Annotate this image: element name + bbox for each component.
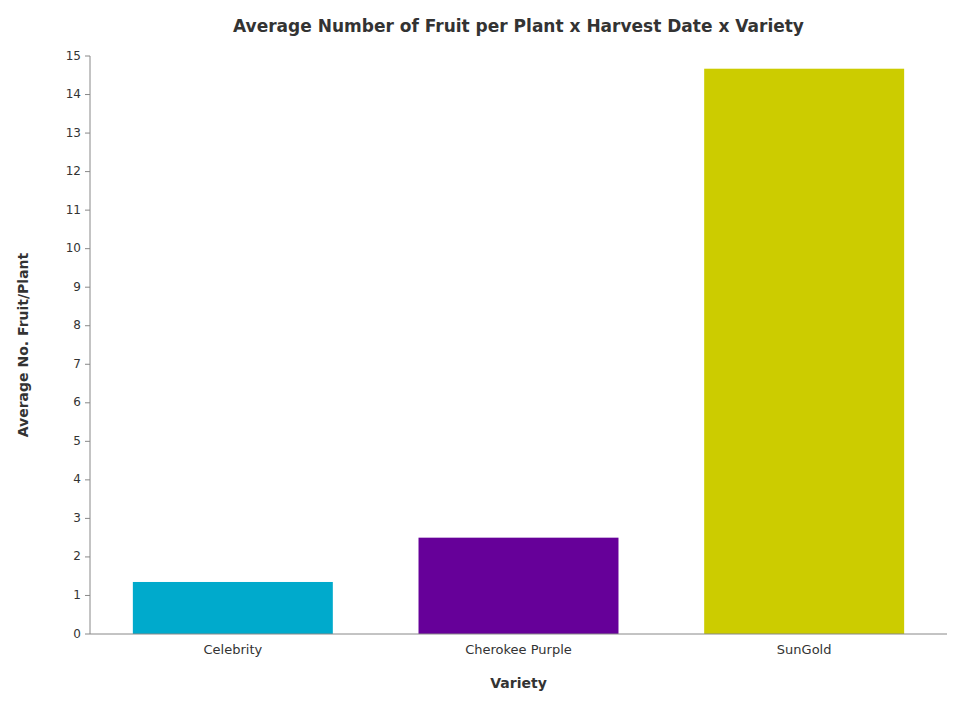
tick-mark [85, 56, 90, 57]
y-axis-title: Average No. Fruit/Plant [15, 252, 31, 437]
bar [704, 69, 904, 634]
tick-mark [85, 556, 90, 557]
tick-mark [85, 171, 90, 172]
x-axis: Celebrity Cherokee Purple SunGold [203, 642, 831, 657]
bar [133, 582, 333, 634]
tick-label: 5 [73, 434, 81, 448]
tick-mark [85, 518, 90, 519]
tick-mark [85, 634, 90, 635]
tick-label: 12 [66, 164, 81, 178]
bar [419, 538, 619, 634]
tick-mark [85, 287, 90, 288]
chart-container: 0123456789101112131415CelebrityCherokee … [0, 0, 977, 712]
tick-mark [85, 402, 90, 403]
title: Average Number of Fruit per Plant x Harv… [233, 16, 804, 36]
tick-label: 4 [73, 472, 81, 486]
category-label: Celebrity [203, 642, 262, 657]
tick-label: 7 [73, 357, 81, 371]
category-label: Cherokee Purple [465, 642, 572, 657]
category-label: SunGold [777, 642, 832, 657]
tick-mark [85, 94, 90, 95]
tick-label: 2 [73, 549, 81, 563]
x-axis-title: Variety [490, 675, 547, 691]
tick-label: 8 [73, 318, 81, 332]
tick-mark [85, 595, 90, 596]
tick-mark [85, 133, 90, 134]
tick-label: 14 [66, 87, 81, 101]
tick-label: 9 [73, 280, 81, 294]
tick-label: 1 [73, 588, 81, 602]
x-axis-line [90, 634, 947, 635]
bars [133, 69, 904, 634]
tick-label: 11 [66, 203, 81, 217]
tick-mark [85, 248, 90, 249]
y-axis-line [90, 56, 91, 634]
tick-mark [85, 364, 90, 365]
chart-svg: 0123456789101112131415CelebrityCherokee … [0, 0, 977, 712]
tick-label: 6 [73, 395, 81, 409]
tick-mark [85, 210, 90, 211]
tick-mark [85, 479, 90, 480]
tick-mark [85, 441, 90, 442]
tick-label: 0 [73, 627, 81, 641]
tick-mark [85, 325, 90, 326]
tick-label: 15 [66, 49, 81, 63]
tick-label: 10 [66, 241, 81, 255]
tick-label: 3 [73, 511, 81, 525]
y-axis: 0123456789101112131415 [66, 49, 90, 641]
tick-label: 13 [66, 126, 81, 140]
